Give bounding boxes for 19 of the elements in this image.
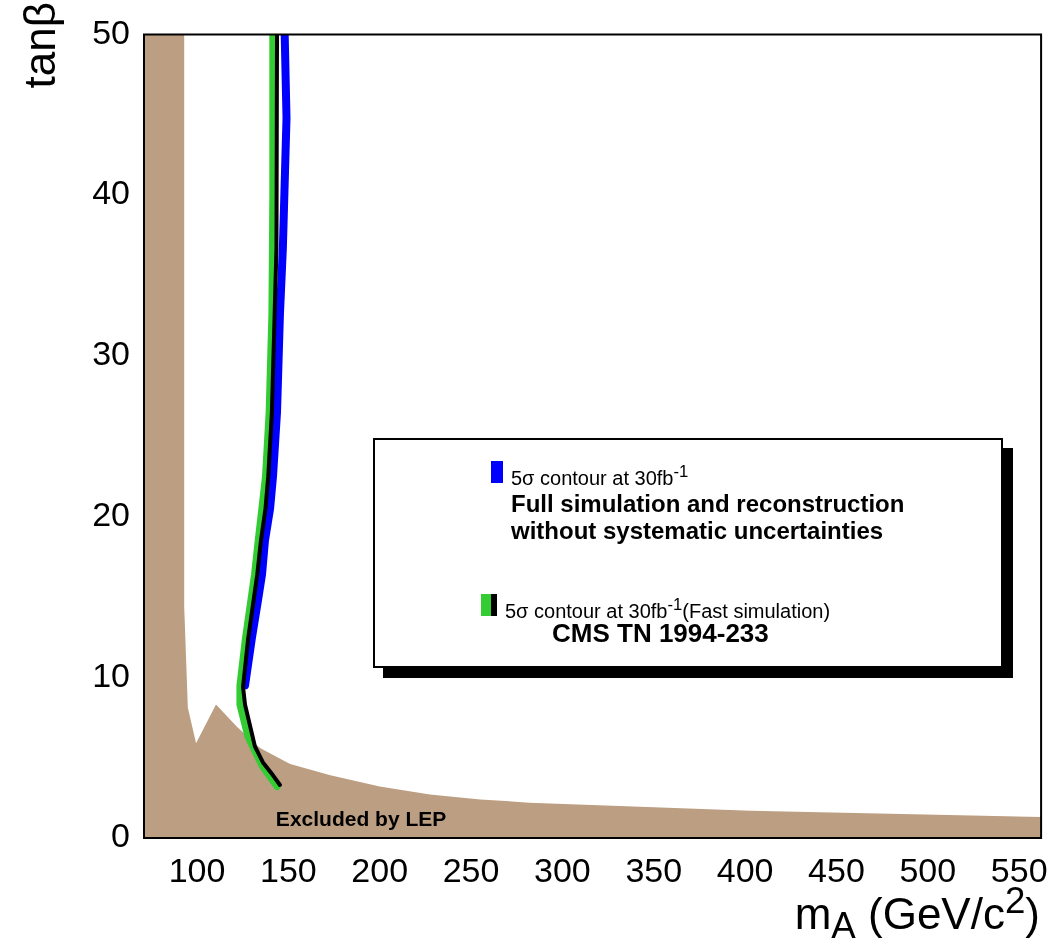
x-tick-label: 250 [442,850,500,889]
y-tick-label: 40 [92,173,130,212]
x-tick-label: 100 [168,850,226,889]
y-tick-label: 0 [111,816,130,855]
x-tick-label: 150 [259,850,317,889]
legend-label: 5σ contour at 30fb$^{-1}$(Fast simulation) [505,594,831,623]
x-tick-label: 200 [351,850,409,889]
x-tick-label: 300 [534,850,591,889]
y-axis-title: tanβ [15,2,64,89]
y-tick-label: 20 [92,494,130,533]
x-tick-label: 450 [808,850,865,889]
y-tick-label: 30 [92,334,130,373]
y-tick-label: 50 [92,12,130,51]
x-tick-label: 400 [716,850,774,889]
x-tick-label: 500 [899,850,957,889]
series-label: Excluded by LEP [275,806,447,830]
x-tick-label: 350 [625,850,683,889]
legend-label: 5σ contour at 30fb$^{-1}$ Full simulation and reconstruction without systematic uncertainties [511,461,905,544]
y-tick-label: 10 [92,655,130,694]
